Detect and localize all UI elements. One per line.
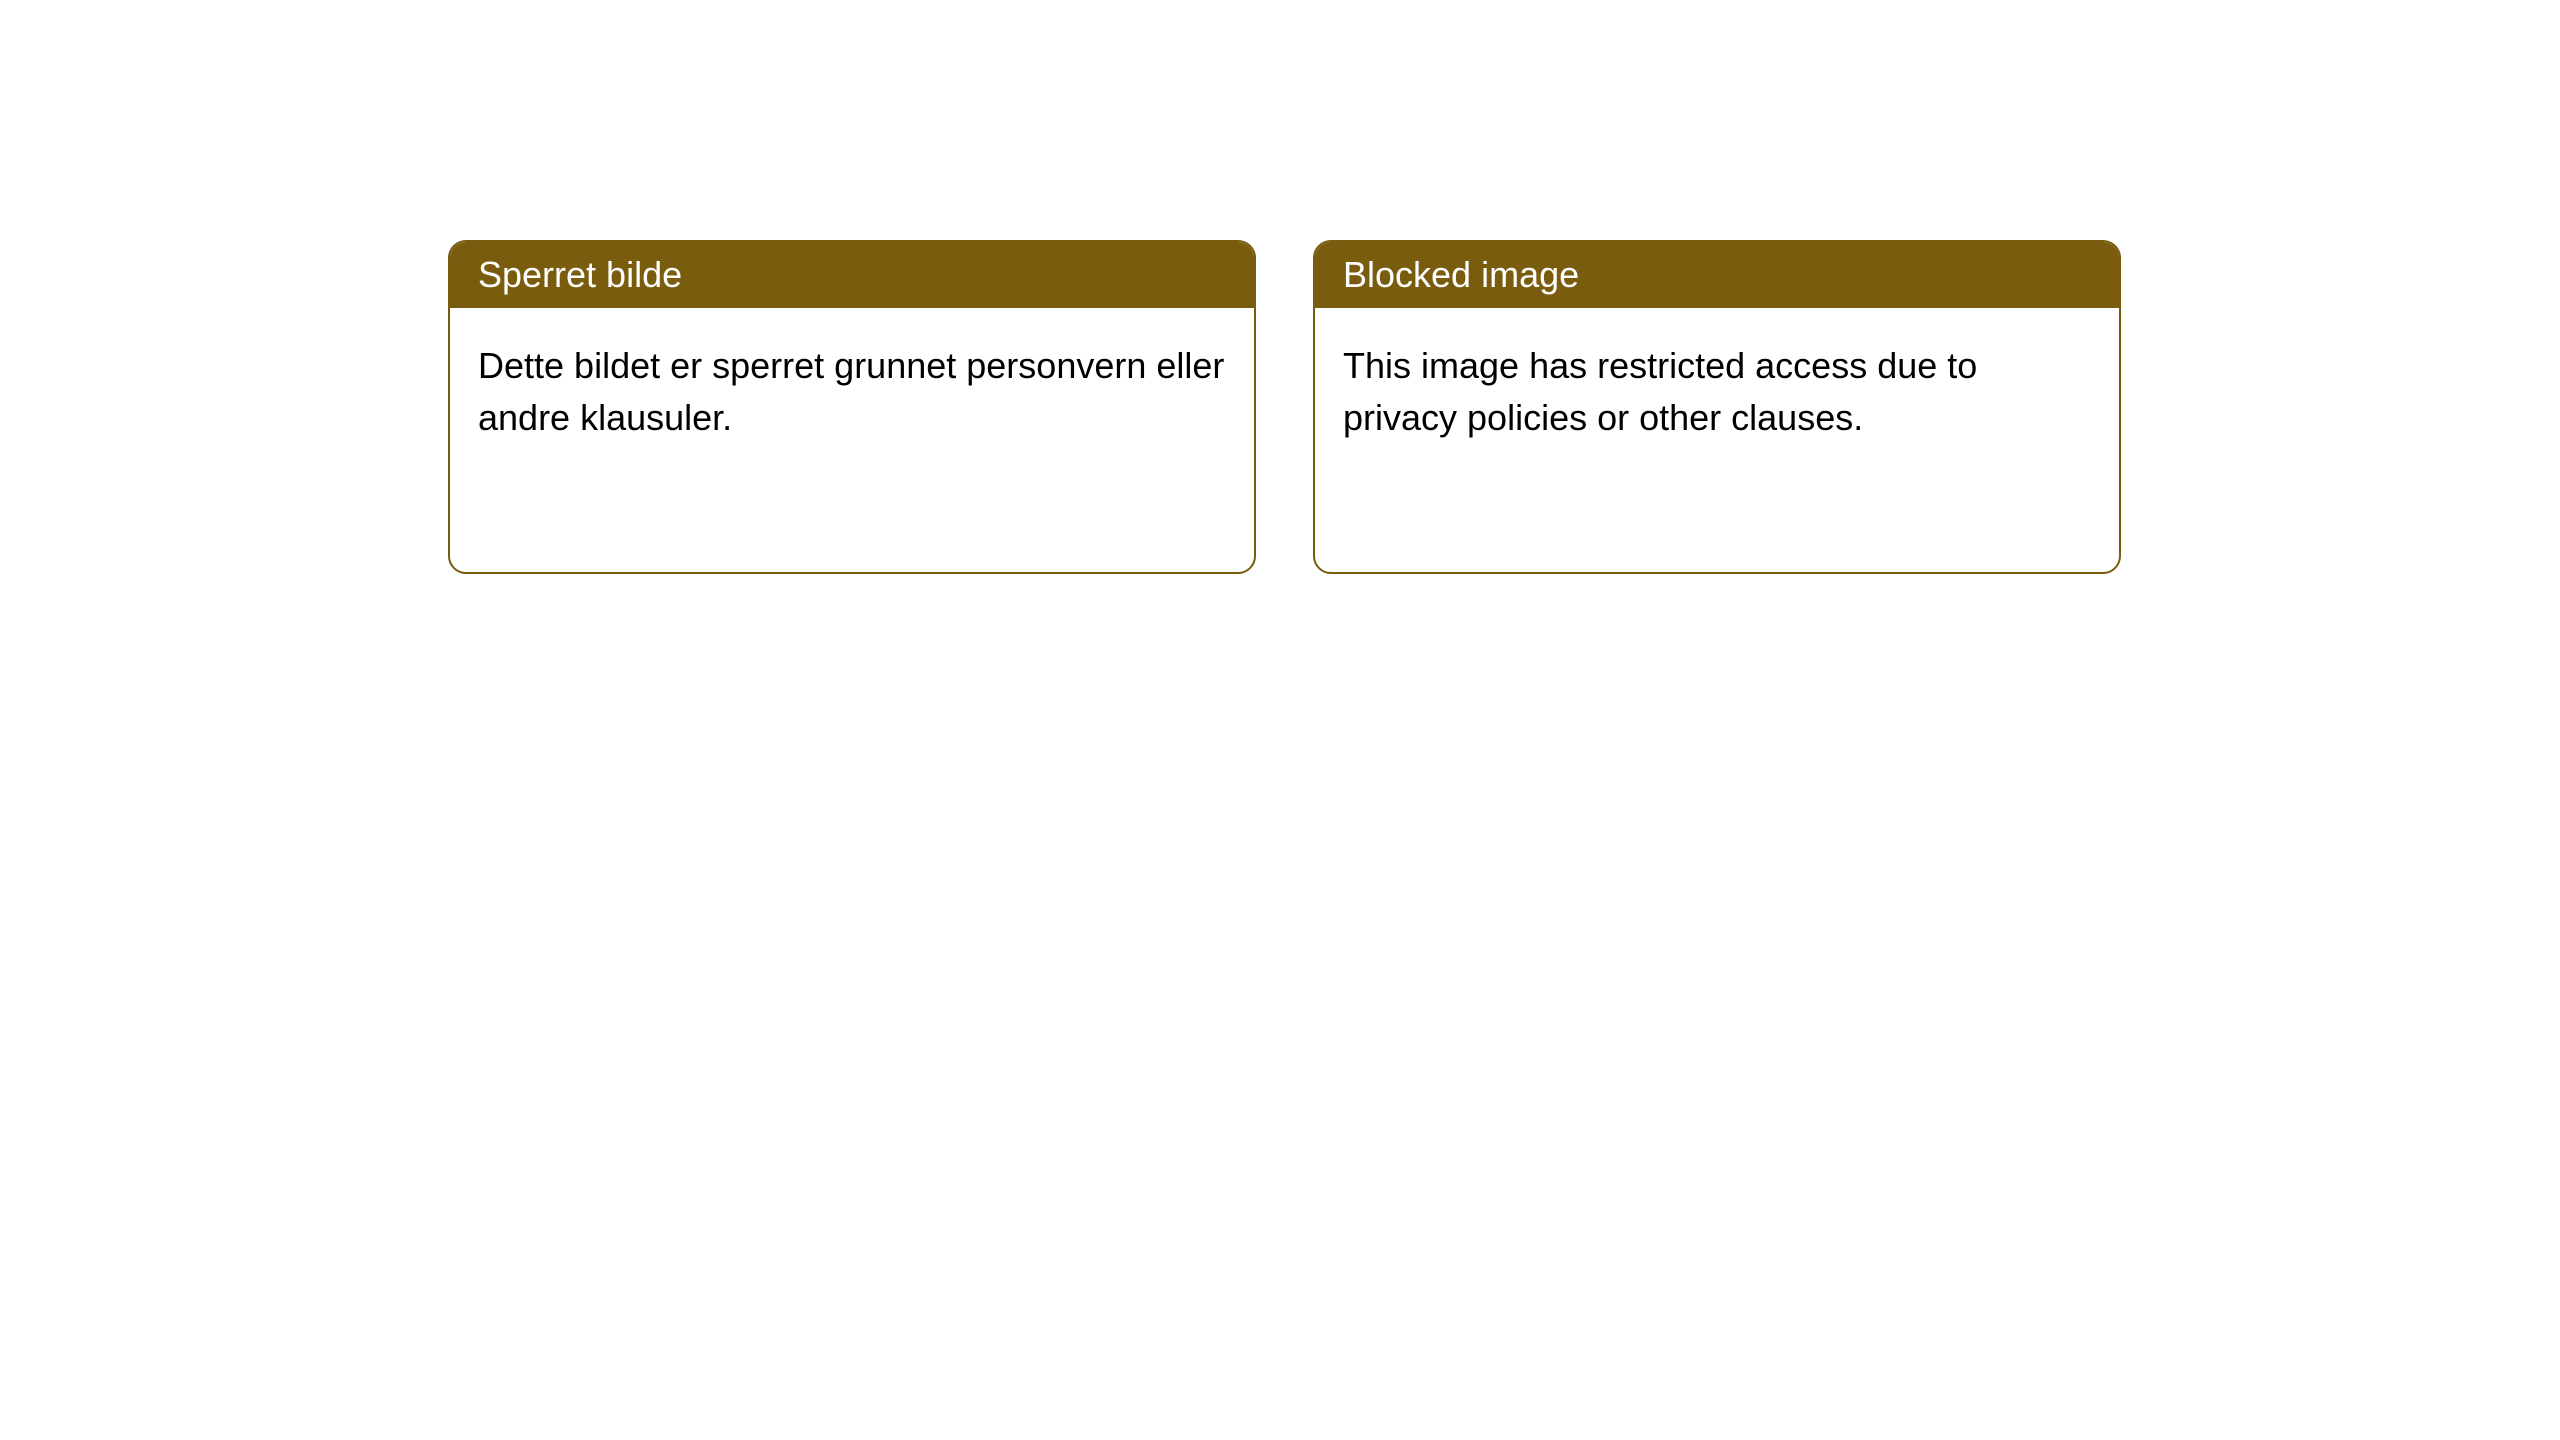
card-body-text: Dette bildet er sperret grunnet personve… <box>478 345 1224 438</box>
card-body: This image has restricted access due to … <box>1315 308 2119 476</box>
card-header: Sperret bilde <box>450 242 1254 308</box>
card-title: Blocked image <box>1343 254 1579 295</box>
card-blocked-english: Blocked image This image has restricted … <box>1313 240 2121 574</box>
cards-container: Sperret bilde Dette bildet er sperret gr… <box>448 240 2121 574</box>
card-header: Blocked image <box>1315 242 2119 308</box>
card-body-text: This image has restricted access due to … <box>1343 345 1977 438</box>
card-blocked-norwegian: Sperret bilde Dette bildet er sperret gr… <box>448 240 1256 574</box>
card-body: Dette bildet er sperret grunnet personve… <box>450 308 1254 476</box>
card-title: Sperret bilde <box>478 254 682 295</box>
